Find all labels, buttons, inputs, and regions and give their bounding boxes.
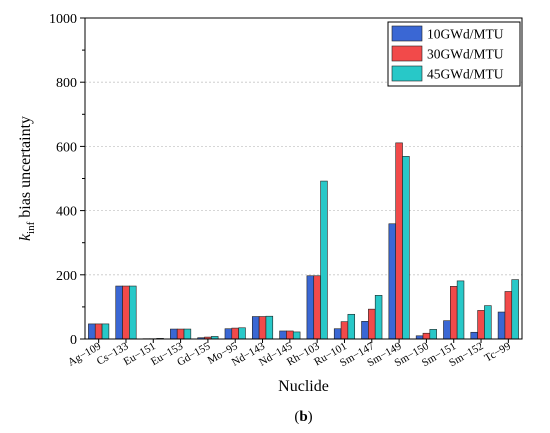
caption-close: ) (308, 409, 313, 425)
bar-Ru−101-series-1 (333, 328, 342, 340)
x-axis: Ag−109Cs−133Eu−151Eu−153Gd−155Mo−95Nd−14… (66, 339, 513, 369)
bar-Rh−103-series-2 (313, 275, 321, 340)
bar-Cs−133-series-2 (122, 285, 130, 340)
bar-Eu−153-series-1 (170, 328, 178, 340)
bar-Nd−145-series-3 (292, 331, 301, 340)
y-tick-label: 400 (56, 205, 77, 220)
bar-Ag−109-series-1 (88, 323, 96, 340)
bar-Tc−99-series-3 (511, 279, 519, 340)
bar-Nd−145-series-2 (286, 330, 294, 340)
legend-label: 10GWd/MTU (427, 27, 504, 42)
bar-Nd−143-series-2 (258, 316, 267, 340)
caption-letter: b (299, 409, 307, 425)
bar-Sm−151-series-2 (450, 286, 458, 340)
bar-Eu−153-series-3 (183, 328, 192, 340)
figure-caption: (b) (294, 409, 312, 425)
bar-Eu−153-series-2 (176, 328, 185, 340)
bar-Sm−149-series-1 (388, 223, 396, 340)
bar-Nd−145-series-1 (279, 330, 287, 340)
y-axis: 0 200 400 600 800 1000 (49, 12, 85, 348)
y-axis-title-subscript: inf (25, 221, 37, 234)
bar-Sm−147-series-1 (361, 321, 369, 340)
bar-Cs−133-series-3 (129, 285, 137, 340)
x-axis-title: Nuclide (278, 378, 329, 395)
y-tick-label: 0 (70, 333, 77, 348)
bar-Sm−150-series-3 (429, 329, 437, 340)
bar-Tc−99-series-2 (504, 291, 513, 340)
legend-label: 45GWd/MTU (427, 67, 504, 82)
y-tick-label: 200 (56, 269, 77, 284)
bar-Mo−95-series-2 (231, 327, 239, 340)
y-tick-label: 600 (56, 140, 77, 155)
bar-Sm−151-series-3 (456, 280, 465, 340)
bar-Mo−95-series-3 (238, 327, 246, 340)
bar-Cs−133-series-1 (115, 285, 123, 340)
bar-Sm−149-series-3 (402, 156, 410, 340)
legend-swatch (391, 65, 423, 82)
legend-swatch (391, 45, 423, 62)
bars (88, 142, 519, 340)
bar-Ru−101-series-2 (340, 321, 349, 340)
bar-Sm−149-series-2 (395, 142, 403, 340)
bar-Sm−147-series-3 (374, 295, 383, 340)
bar-Rh−103-series-3 (320, 180, 328, 340)
bar-Sm−152-series-3 (484, 305, 492, 340)
y-tick-label: 1000 (49, 12, 77, 27)
y-tick-label: 800 (56, 76, 77, 91)
bar-Ag−109-series-3 (101, 323, 110, 340)
bar-Nd−143-series-3 (265, 315, 274, 340)
legend: 10GWd/MTU 30GWd/MTU 45GWd/MTU (387, 21, 521, 87)
bar-Sm−150-series-2 (422, 332, 431, 340)
bar-Sm−147-series-2 (368, 308, 376, 340)
gridlines (85, 81, 522, 276)
bar-Sm−152-series-2 (477, 310, 485, 340)
caption-open: ( (294, 409, 299, 425)
bar-Ag−109-series-2 (94, 323, 103, 340)
bar-Sm−151-series-1 (443, 320, 451, 340)
bar-Sm−152-series-1 (470, 331, 478, 340)
x-tick-label: Tc−99 (483, 340, 514, 365)
bar-Nd−143-series-1 (251, 316, 260, 340)
bar-Tc−99-series-1 (497, 311, 506, 340)
legend-label: 30GWd/MTU (427, 47, 504, 62)
legend-swatch (391, 25, 423, 42)
y-axis-title-main: k (17, 233, 34, 241)
bar-Mo−95-series-1 (224, 328, 233, 340)
y-axis-title: kinf bias uncertainty (17, 116, 37, 241)
bar-Rh−103-series-1 (306, 275, 315, 340)
y-axis-title-rest: bias uncertainty (17, 116, 34, 222)
bar-Ru−101-series-3 (347, 313, 356, 340)
